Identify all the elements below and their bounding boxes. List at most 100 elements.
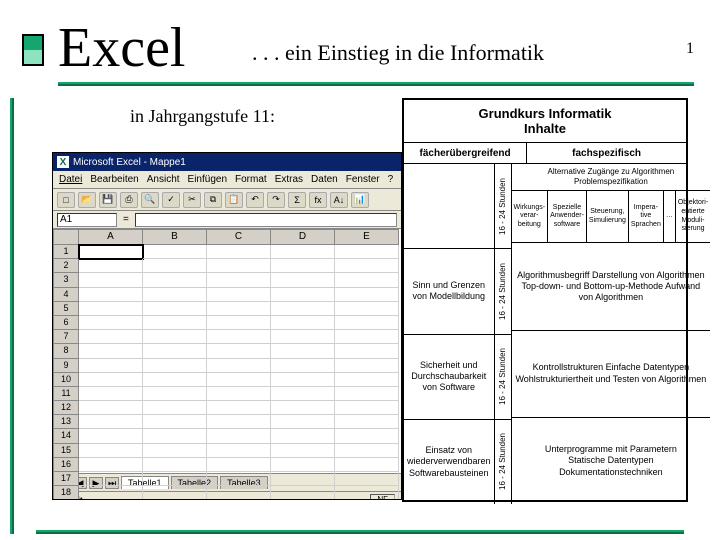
- cell[interactable]: [143, 458, 207, 472]
- cell[interactable]: [207, 486, 271, 500]
- redo-icon[interactable]: ↷: [267, 192, 285, 208]
- cell[interactable]: [335, 429, 399, 443]
- cell[interactable]: [271, 472, 335, 486]
- col-header[interactable]: E: [335, 229, 399, 245]
- menu-view[interactable]: Ansicht: [147, 174, 180, 185]
- cell[interactable]: [79, 387, 143, 401]
- cell[interactable]: [335, 259, 399, 273]
- open-icon[interactable]: 📂: [78, 192, 96, 208]
- col-header[interactable]: D: [271, 229, 335, 245]
- cell[interactable]: [207, 330, 271, 344]
- menu-format[interactable]: Format: [235, 174, 267, 185]
- cell[interactable]: [207, 245, 271, 259]
- row-header[interactable]: 9: [53, 359, 79, 373]
- cell[interactable]: [207, 458, 271, 472]
- row-header[interactable]: 10: [53, 373, 79, 387]
- cell[interactable]: [143, 330, 207, 344]
- cell[interactable]: [143, 302, 207, 316]
- col-header[interactable]: C: [207, 229, 271, 245]
- cell[interactable]: [271, 486, 335, 500]
- name-box[interactable]: A1: [57, 213, 117, 227]
- cell[interactable]: [207, 288, 271, 302]
- cell[interactable]: [271, 387, 335, 401]
- cell[interactable]: [79, 415, 143, 429]
- cell[interactable]: [79, 245, 143, 259]
- row-header[interactable]: 2: [53, 259, 79, 273]
- row-header[interactable]: 12: [53, 401, 79, 415]
- select-all-corner[interactable]: [53, 229, 79, 245]
- cell[interactable]: [79, 359, 143, 373]
- cell[interactable]: [207, 415, 271, 429]
- menu-data[interactable]: Daten: [311, 174, 338, 185]
- cell[interactable]: [79, 259, 143, 273]
- cell[interactable]: [335, 330, 399, 344]
- save-icon[interactable]: 💾: [99, 192, 117, 208]
- cell[interactable]: [79, 373, 143, 387]
- menu-window[interactable]: Fenster: [346, 174, 380, 185]
- cell[interactable]: [79, 401, 143, 415]
- cell[interactable]: [271, 288, 335, 302]
- cell[interactable]: [79, 288, 143, 302]
- row-header[interactable]: 13: [53, 415, 79, 429]
- cell[interactable]: [79, 302, 143, 316]
- cell[interactable]: [79, 330, 143, 344]
- cell[interactable]: [271, 429, 335, 443]
- row-header[interactable]: 8: [53, 344, 79, 358]
- cell[interactable]: [335, 288, 399, 302]
- menu-insert[interactable]: Einfügen: [188, 174, 227, 185]
- menu-help[interactable]: ?: [388, 174, 394, 185]
- menu-edit[interactable]: Bearbeiten: [90, 174, 138, 185]
- cell[interactable]: [143, 373, 207, 387]
- cell[interactable]: [143, 259, 207, 273]
- row-header[interactable]: 5: [53, 302, 79, 316]
- cell[interactable]: [79, 429, 143, 443]
- cell[interactable]: [335, 444, 399, 458]
- cell[interactable]: [143, 486, 207, 500]
- row-header[interactable]: 17: [53, 472, 79, 486]
- cell[interactable]: [335, 373, 399, 387]
- worksheet[interactable]: A B C D E 123456789101112131415161718: [53, 229, 401, 473]
- cell[interactable]: [143, 387, 207, 401]
- cell[interactable]: [207, 359, 271, 373]
- cell[interactable]: [79, 472, 143, 486]
- cell[interactable]: [335, 273, 399, 287]
- row-header[interactable]: 11: [53, 387, 79, 401]
- cell[interactable]: [207, 259, 271, 273]
- cell[interactable]: [335, 302, 399, 316]
- row-header[interactable]: 3: [53, 273, 79, 287]
- cell[interactable]: [79, 273, 143, 287]
- cell[interactable]: [143, 288, 207, 302]
- cell[interactable]: [207, 344, 271, 358]
- menu-file[interactable]: Datei: [59, 174, 82, 185]
- cell[interactable]: [271, 316, 335, 330]
- undo-icon[interactable]: ↶: [246, 192, 264, 208]
- cell[interactable]: [79, 444, 143, 458]
- cell[interactable]: [271, 245, 335, 259]
- cell[interactable]: [143, 401, 207, 415]
- cell[interactable]: [335, 344, 399, 358]
- cell[interactable]: [271, 259, 335, 273]
- chart-icon[interactable]: 📊: [351, 192, 369, 208]
- cell[interactable]: [207, 472, 271, 486]
- cell[interactable]: [335, 401, 399, 415]
- row-header[interactable]: 16: [53, 458, 79, 472]
- row-header[interactable]: 14: [53, 429, 79, 443]
- cell[interactable]: [143, 359, 207, 373]
- cut-icon[interactable]: ✂: [183, 192, 201, 208]
- formula-input[interactable]: [135, 213, 397, 227]
- cell[interactable]: [271, 444, 335, 458]
- new-icon[interactable]: □: [57, 192, 75, 208]
- cell[interactable]: [207, 429, 271, 443]
- cell[interactable]: [271, 359, 335, 373]
- copy-icon[interactable]: ⧉: [204, 192, 222, 208]
- cell[interactable]: [207, 316, 271, 330]
- cell[interactable]: [335, 359, 399, 373]
- cell[interactable]: [143, 316, 207, 330]
- cell[interactable]: [143, 444, 207, 458]
- sort-icon[interactable]: A↓: [330, 192, 348, 208]
- cell[interactable]: [335, 316, 399, 330]
- cell[interactable]: [271, 330, 335, 344]
- cell[interactable]: [143, 273, 207, 287]
- cell[interactable]: [335, 472, 399, 486]
- cell[interactable]: [335, 387, 399, 401]
